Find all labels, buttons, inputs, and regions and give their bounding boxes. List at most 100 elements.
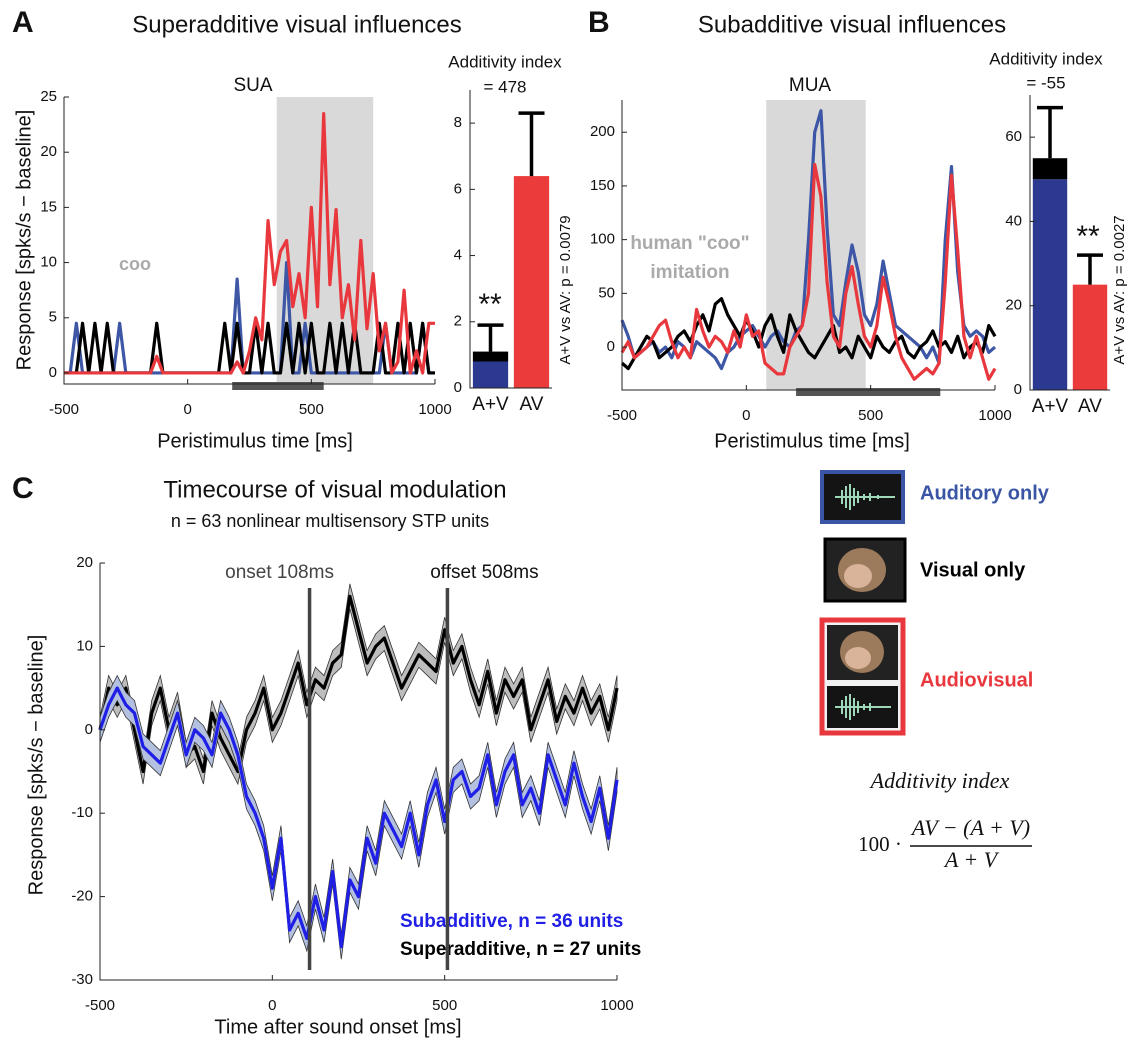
sem-band [99,583,618,786]
x-tick-label: 0 [183,401,191,418]
x-tick-label: AV [1078,396,1102,417]
y-tick-label: 0 [454,379,462,396]
y-tick-label: 60 [1005,128,1022,145]
x-tick-label: -500 [85,997,115,1014]
x-tick-label: 0 [742,407,750,424]
waveform [835,484,895,510]
x-tick-label: 0 [268,997,276,1014]
y-tick-label: 10 [76,637,93,654]
x-label: Peristimulus time [ms] [157,430,353,452]
error-bar [1077,253,1103,285]
y-tick-label: 0 [607,338,615,355]
x-tick-label: 500 [858,407,883,424]
formula-numerator: AV − (A + V) [910,815,1030,840]
y-tick-label: -10 [71,804,93,821]
y-tick-label: 150 [590,177,615,194]
error-bar [477,323,504,352]
x-tick-label: AV [520,394,544,415]
chart-title: Superadditive visual influences [132,11,462,38]
stimulus-bar [796,388,941,396]
bar-title: Additivity index [989,49,1103,68]
event-label: offset 508ms [430,562,538,583]
formula-title: Additivity index [869,768,1010,793]
formula-factor: 100 · [858,832,902,856]
x-tick-label: 1000 [978,407,1011,424]
y-label: Response [spks/s − baseline] [13,110,35,371]
series-line [620,297,997,371]
chart-title: Subadditive visual influences [698,11,1006,38]
annotation: coo [119,254,151,274]
bar-title: Additivity index [448,52,562,71]
subtitle: n = 63 nonlinear multisensory STP units [171,511,489,531]
panel-letter: C [12,472,34,505]
y-tick-label: 20 [76,554,93,571]
bar-subtitle: = -55 [1026,73,1065,92]
bar-segment [513,176,550,388]
panel-letter: A [12,6,34,39]
bar-segment [472,351,509,362]
y-tick-label: 50 [598,284,615,301]
stimulus-bar [232,382,324,390]
p-value: A+V vs AV: p = 0.0079 [557,215,574,364]
error-bar [1037,105,1063,159]
x-tick-label: 500 [299,401,324,418]
bar-segment [1072,284,1108,390]
annotation: human "coo" [630,233,749,254]
legend-label: Auditory only [920,482,1050,504]
face [844,564,872,588]
x-tick-label: 500 [432,997,457,1014]
y-tick-label: 20 [1005,297,1022,314]
event-label: onset 108ms [225,562,334,583]
legend-label: Subadditive, n = 36 units [400,911,623,932]
y-tick-label: 6 [454,180,462,197]
x-tick-label: A+V [472,394,509,415]
y-tick-label: -30 [71,971,93,988]
error-bar [518,111,545,177]
y-tick-label: 25 [40,88,57,105]
waveform [835,694,891,720]
x-label: Time after sound onset [ms] [214,1016,461,1038]
chart-title: Timecourse of visual modulation [163,476,506,503]
x-tick-label: -500 [49,401,79,418]
y-tick-label: 15 [40,198,57,215]
y-tick-label: 0 [49,364,57,381]
bar-segment [1032,158,1068,180]
x-tick-label: 1000 [418,401,451,418]
y-tick-label: 0 [1014,381,1022,398]
sem-band [99,674,618,960]
series-line [64,111,435,375]
legend-label: Visual only [920,559,1026,581]
y-tick-label: 100 [590,231,615,248]
y-tick-label: 4 [454,247,462,264]
formula-denominator: A + V [943,847,1000,872]
y-tick-label: 10 [40,254,57,271]
significance: ** [478,288,502,321]
y-tick-label: 5 [49,309,57,326]
subtitle: MUA [789,75,832,96]
x-tick-label: -500 [607,407,637,424]
x-tick-label: 1000 [600,997,633,1014]
series-line [98,686,619,949]
y-tick-label: 8 [454,114,462,131]
p-value: A+V vs AV: p = 0.0027 [1111,215,1128,364]
x-tick-label: A+V [1032,396,1069,417]
significance: ** [1076,220,1100,253]
subtitle: SUA [233,75,272,96]
y-tick-label: 2 [454,313,462,330]
legend-label: Superadditive, n = 27 units [400,939,641,960]
legend-label: Audiovisual [920,669,1033,691]
bar-subtitle: = 478 [483,77,526,96]
y-tick-label: -20 [71,888,93,905]
x-label: Peristimulus time [ms] [714,430,910,452]
panel-letter: B [588,6,610,39]
y-tick-label: 20 [40,143,57,160]
face [845,647,871,669]
bar-segment [1032,179,1068,390]
y-label: Response [spks/s − baseline] [25,635,47,896]
series-line [620,162,997,381]
annotation: imitation [650,262,729,283]
y-tick-label: 200 [590,123,615,140]
y-tick-label: 0 [85,721,93,738]
